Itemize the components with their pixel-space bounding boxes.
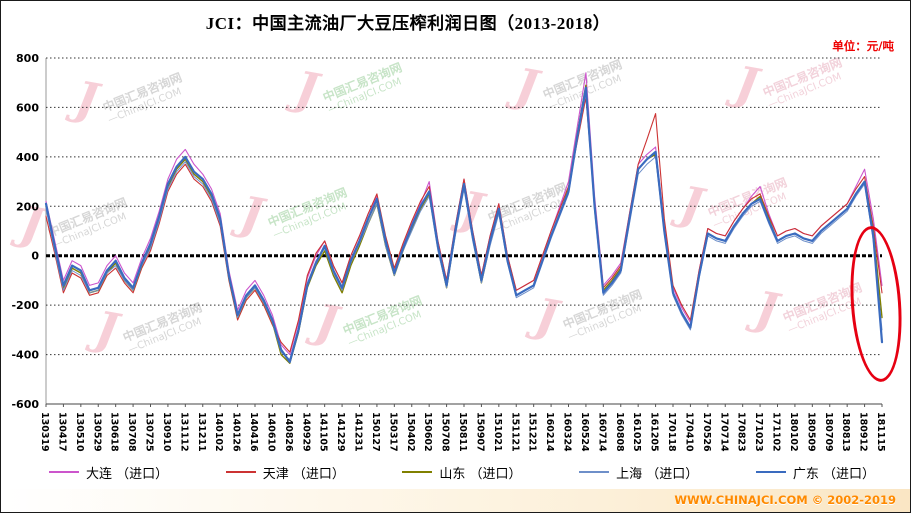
y-axis-label: -600 — [11, 398, 39, 411]
x-axis-label: 141231 — [353, 412, 364, 452]
x-axis-label: 150602 — [422, 412, 433, 452]
x-axis-label: 180813 — [840, 412, 851, 452]
x-axis-label: 140102 — [213, 412, 224, 452]
legend-item: 天津 （进口） — [225, 463, 345, 482]
legend-item: 大连 （进口） — [49, 463, 168, 482]
x-axis-label: 140126 — [231, 412, 242, 452]
legend-swatch — [49, 471, 79, 473]
legend-swatch — [402, 471, 433, 473]
x-axis-label: 150402 — [405, 412, 416, 452]
x-axis-label: 171102 — [771, 412, 782, 452]
footer-copyright[interactable]: WWW.CHINAJCI.COM © 2002-2019 — [674, 493, 896, 507]
legend-label: 大连 （进口） — [86, 466, 169, 482]
x-axis-label: 140826 — [283, 412, 294, 452]
x-axis-label: 151221 — [527, 412, 538, 452]
legend-label: 上海 （进口） — [616, 466, 699, 482]
legend-item: 广东 （进口） — [755, 463, 875, 482]
x-axis-label: 180509 — [805, 412, 816, 452]
y-axis-label: 400 — [16, 151, 39, 164]
y-axis-label: -200 — [11, 299, 39, 312]
legend: 大连 （进口） 天津 （进口） 山东 （进口） 上海 （进口） 广东 （进口） — [49, 461, 875, 483]
x-axis-label: 130529 — [91, 412, 102, 452]
x-axis-label: 141105 — [318, 412, 329, 452]
series-line — [45, 92, 883, 360]
x-axis-label: 170823 — [736, 412, 747, 452]
x-axis-label: 160714 — [596, 412, 607, 452]
page-title: JCI：中国主流油厂大豆压榨利润日图（2013-2018） — [205, 14, 611, 33]
x-axis-label: 151021 — [492, 412, 503, 452]
legend-label: 广东 （进口） — [792, 466, 875, 482]
legend-swatch — [579, 471, 610, 473]
series-line — [45, 84, 883, 364]
y-axis-label: 600 — [16, 101, 39, 114]
x-axis-label: 161025 — [631, 412, 642, 452]
x-axis-label: 170526 — [701, 412, 712, 452]
y-axis-label: -400 — [11, 349, 39, 362]
x-axis-label: 130910 — [161, 412, 172, 452]
x-axis-label: 160524 — [579, 412, 590, 452]
x-axis-label: 130319 — [39, 412, 50, 452]
x-axis-label: 130708 — [126, 412, 137, 452]
unit-label: 单位：元/吨 — [832, 39, 894, 53]
x-axis-label: 140610 — [265, 412, 276, 452]
x-axis-label: 131112 — [178, 412, 189, 452]
legend-label: 天津 （进口） — [262, 466, 345, 482]
x-axis-label: 130417 — [56, 412, 67, 452]
x-axis-label: 180709 — [823, 412, 834, 452]
x-axis-label: 160808 — [614, 412, 625, 452]
legend-swatch — [755, 471, 786, 473]
legend-swatch — [225, 471, 256, 473]
x-axis-label: 131211 — [196, 412, 207, 452]
x-axis-label: 130618 — [109, 412, 120, 452]
y-axis-label: 200 — [16, 200, 39, 213]
x-axis-label: 150317 — [387, 412, 398, 452]
series-line — [44, 86, 884, 364]
x-axis-label: 150811 — [457, 412, 468, 452]
x-axis-label: 160214 — [544, 412, 555, 452]
x-axis-label: 130510 — [74, 412, 85, 452]
x-axis-label: 150907 — [474, 412, 485, 452]
footer-bar: WWW.CHINAJCI.COM © 2002-2019 — [1, 489, 910, 512]
x-axis-label: 151121 — [509, 412, 520, 452]
y-axis-label: 0 — [31, 250, 39, 263]
x-axis-label: 140929 — [300, 412, 311, 452]
x-axis-label: 180102 — [788, 412, 799, 452]
x-axis-label: 180912 — [858, 412, 869, 452]
x-axis-label: 160324 — [562, 412, 573, 452]
x-axis-label: 150708 — [440, 412, 451, 452]
series-line — [45, 96, 883, 353]
x-axis-label: 150127 — [370, 412, 381, 452]
x-axis-label: 170410 — [683, 412, 694, 452]
x-axis-label: 171023 — [753, 412, 764, 452]
x-axis-label: 141229 — [335, 412, 346, 452]
x-axis-label: 130725 — [144, 412, 155, 452]
legend-item: 山东 （进口） — [402, 463, 522, 482]
x-axis-label: 181115 — [875, 412, 886, 452]
x-axis-label: 170118 — [666, 412, 677, 452]
legend-item: 上海 （进口） — [579, 463, 698, 482]
y-axis-label: 800 — [16, 52, 39, 65]
x-axis-label: 161205 — [649, 412, 660, 452]
x-axis-label: 170714 — [718, 412, 729, 452]
series-line — [45, 72, 883, 356]
x-axis-label: 140416 — [248, 412, 259, 452]
legend-label: 山东 （进口） — [439, 466, 522, 482]
